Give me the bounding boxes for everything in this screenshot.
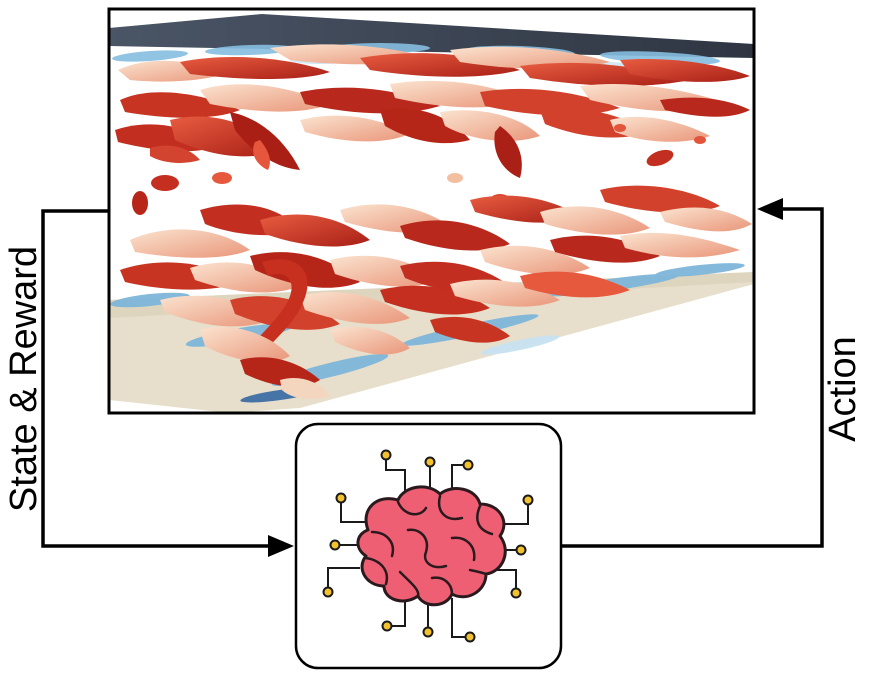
- arrowhead-to-agent: [268, 535, 294, 557]
- vortex-structures-upper: [115, 44, 750, 215]
- action-connector: [561, 198, 824, 548]
- brain-circuit-icon: [322, 449, 534, 643]
- hairpin-vortex: [248, 259, 308, 356]
- arrowhead-to-environment: [757, 198, 783, 220]
- flow-visualization-image: [109, 14, 754, 413]
- brain-shape: [356, 485, 507, 607]
- environment-panel: [107, 7, 756, 415]
- circuit-nodes: [322, 449, 534, 643]
- vortex-structures-lower: [120, 185, 752, 399]
- state-reward-label: State & Reward: [3, 245, 45, 513]
- action-label: Action: [822, 336, 864, 442]
- agent-box: [294, 422, 563, 670]
- brain-folds: [364, 494, 494, 598]
- state-reward-connector: [41, 209, 294, 557]
